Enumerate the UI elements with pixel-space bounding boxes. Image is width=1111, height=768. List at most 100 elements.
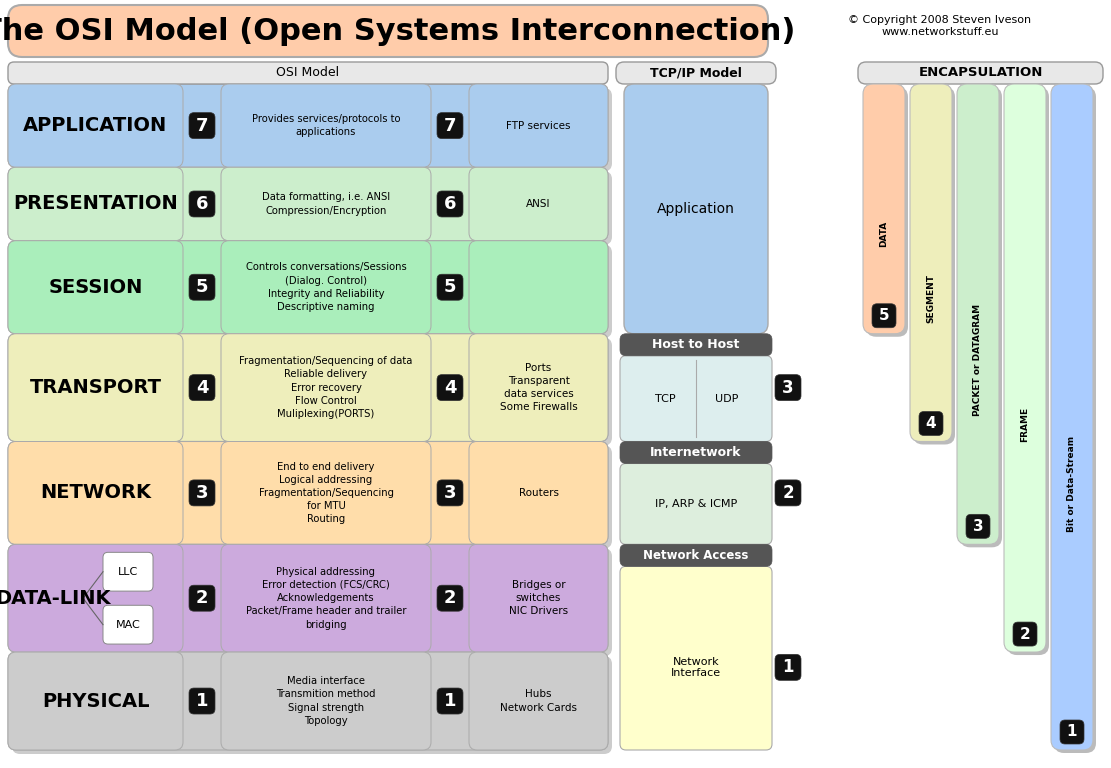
FancyBboxPatch shape: [910, 84, 952, 442]
FancyBboxPatch shape: [8, 545, 608, 652]
FancyBboxPatch shape: [189, 274, 216, 300]
Text: 6: 6: [196, 195, 208, 213]
Text: TCP/IP Model: TCP/IP Model: [650, 67, 742, 80]
Text: Network
Interface: Network Interface: [671, 657, 721, 678]
FancyBboxPatch shape: [858, 62, 1103, 84]
Text: End to end delivery
Logical addressing
Fragmentation/Sequencing
for MTU
Routing: End to end delivery Logical addressing F…: [259, 462, 393, 525]
Text: NETWORK: NETWORK: [40, 483, 151, 502]
Text: SESSION: SESSION: [48, 278, 142, 296]
Text: ENCAPSULATION: ENCAPSULATION: [919, 67, 1043, 80]
FancyBboxPatch shape: [8, 167, 183, 240]
Text: 1: 1: [443, 692, 457, 710]
FancyBboxPatch shape: [12, 338, 612, 445]
Text: 1: 1: [782, 658, 793, 677]
Text: PRESENTATION: PRESENTATION: [13, 194, 178, 214]
FancyBboxPatch shape: [919, 412, 943, 435]
Text: DATA-LINK: DATA-LINK: [0, 589, 111, 607]
FancyBboxPatch shape: [865, 87, 908, 336]
FancyBboxPatch shape: [1007, 87, 1049, 655]
FancyBboxPatch shape: [8, 334, 183, 442]
FancyBboxPatch shape: [957, 84, 999, 545]
Text: APPLICATION: APPLICATION: [23, 116, 168, 135]
Text: PACKET or DATAGRAM: PACKET or DATAGRAM: [973, 304, 982, 416]
Text: MAC: MAC: [116, 620, 140, 630]
FancyBboxPatch shape: [8, 240, 183, 334]
Text: Data formatting, i.e. ANSI
Compression/Encryption: Data formatting, i.e. ANSI Compression/E…: [262, 192, 390, 216]
FancyBboxPatch shape: [1004, 84, 1045, 652]
Text: TRANSPORT: TRANSPORT: [30, 378, 161, 397]
FancyBboxPatch shape: [620, 442, 772, 463]
FancyBboxPatch shape: [221, 545, 431, 652]
Text: SEGMENT: SEGMENT: [927, 274, 935, 323]
FancyBboxPatch shape: [8, 652, 608, 750]
FancyBboxPatch shape: [189, 480, 216, 506]
Text: 6: 6: [443, 195, 457, 213]
Text: 3: 3: [196, 484, 208, 502]
FancyBboxPatch shape: [1013, 622, 1037, 646]
Text: Physical addressing
Error detection (FCS/CRC)
Acknowledgements
Packet/Frame head: Physical addressing Error detection (FCS…: [246, 567, 407, 630]
Text: 7: 7: [196, 117, 208, 134]
FancyBboxPatch shape: [221, 442, 431, 545]
Text: FRAME: FRAME: [1021, 407, 1030, 442]
Text: Fragmentation/Sequencing of data
Reliable delivery
Error recovery
Flow Control
M: Fragmentation/Sequencing of data Reliabl…: [239, 356, 412, 419]
FancyBboxPatch shape: [189, 375, 216, 401]
FancyBboxPatch shape: [437, 375, 463, 401]
Text: 2: 2: [782, 484, 794, 502]
Text: DATA: DATA: [880, 220, 889, 247]
FancyBboxPatch shape: [189, 191, 216, 217]
FancyBboxPatch shape: [775, 654, 801, 680]
FancyBboxPatch shape: [12, 245, 612, 338]
FancyBboxPatch shape: [437, 480, 463, 506]
Text: Controls conversations/Sessions
(Dialog. Control)
Integrity and Reliability
Desc: Controls conversations/Sessions (Dialog.…: [246, 263, 407, 312]
FancyBboxPatch shape: [437, 274, 463, 300]
Text: 4: 4: [196, 379, 208, 396]
FancyBboxPatch shape: [8, 167, 608, 240]
FancyBboxPatch shape: [8, 84, 183, 167]
FancyBboxPatch shape: [620, 334, 772, 356]
FancyBboxPatch shape: [1051, 84, 1093, 750]
FancyBboxPatch shape: [620, 545, 772, 566]
FancyBboxPatch shape: [8, 62, 608, 84]
FancyBboxPatch shape: [221, 334, 431, 442]
FancyBboxPatch shape: [775, 480, 801, 506]
FancyBboxPatch shape: [103, 552, 153, 591]
Text: Internetwork: Internetwork: [650, 446, 742, 459]
Text: 3: 3: [443, 484, 457, 502]
FancyBboxPatch shape: [8, 652, 183, 750]
FancyBboxPatch shape: [469, 442, 608, 545]
Text: LLC: LLC: [118, 567, 138, 577]
FancyBboxPatch shape: [12, 548, 612, 656]
Text: 5: 5: [879, 308, 889, 323]
Text: Media interface
Transmition method
Signal strength
Topology: Media interface Transmition method Signa…: [277, 677, 376, 726]
FancyBboxPatch shape: [1060, 720, 1084, 744]
FancyBboxPatch shape: [620, 566, 772, 750]
Text: 5: 5: [443, 278, 457, 296]
FancyBboxPatch shape: [469, 167, 608, 240]
FancyBboxPatch shape: [189, 688, 216, 714]
FancyBboxPatch shape: [8, 442, 183, 545]
FancyBboxPatch shape: [221, 240, 431, 334]
Text: UDP: UDP: [714, 394, 738, 404]
FancyBboxPatch shape: [12, 171, 612, 245]
Text: OSI Model: OSI Model: [277, 67, 340, 80]
FancyBboxPatch shape: [469, 84, 608, 167]
FancyBboxPatch shape: [469, 240, 608, 334]
FancyBboxPatch shape: [8, 240, 608, 334]
Text: Routers: Routers: [519, 488, 559, 498]
FancyBboxPatch shape: [8, 5, 768, 57]
Text: 4: 4: [443, 379, 457, 396]
Text: 2: 2: [196, 589, 208, 607]
FancyBboxPatch shape: [437, 191, 463, 217]
FancyBboxPatch shape: [615, 62, 775, 84]
FancyBboxPatch shape: [1054, 87, 1095, 753]
FancyBboxPatch shape: [8, 545, 183, 652]
Text: Network Access: Network Access: [643, 549, 749, 562]
FancyBboxPatch shape: [775, 375, 801, 401]
FancyBboxPatch shape: [437, 688, 463, 714]
Text: Ports
Transparent
data services
Some Firewalls: Ports Transparent data services Some Fir…: [500, 362, 578, 412]
Text: 5: 5: [196, 278, 208, 296]
Text: 1: 1: [1067, 724, 1078, 740]
FancyBboxPatch shape: [863, 84, 905, 334]
Text: Provides services/protocols to
applications: Provides services/protocols to applicati…: [252, 114, 400, 137]
Text: Bridges or
switches
NIC Drivers: Bridges or switches NIC Drivers: [509, 580, 568, 617]
